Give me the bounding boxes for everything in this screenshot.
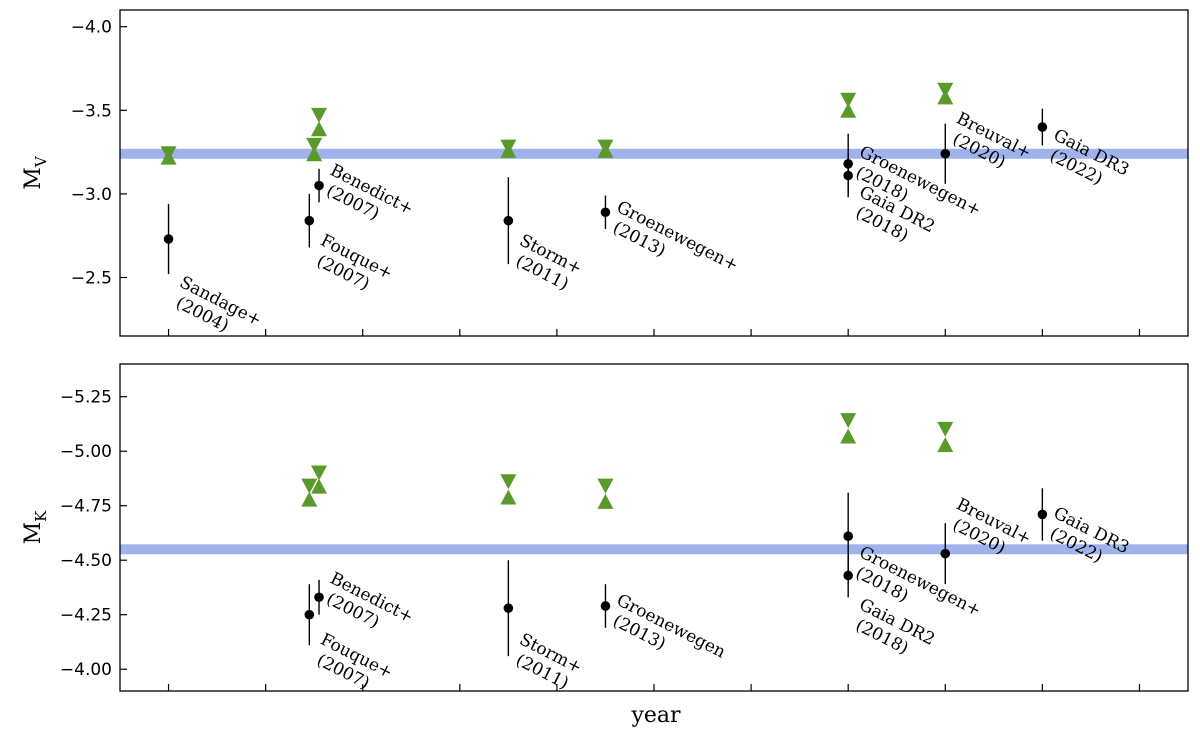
mk-model-triangle-down xyxy=(311,465,328,481)
mk-measurement-point xyxy=(843,531,853,542)
mv-model-triangle-up xyxy=(311,121,328,137)
x-axis-label: year xyxy=(630,703,681,728)
mk-model-triangle-up xyxy=(840,428,857,444)
mv-y-axis-label: MV xyxy=(21,155,50,190)
mv-model-triangle-down xyxy=(311,107,328,123)
mv-measurement-point xyxy=(1037,122,1048,132)
mv-model-triangle-up xyxy=(597,142,614,158)
mv-measurement-point xyxy=(163,234,174,244)
mv-model-triangle-down xyxy=(306,137,323,153)
mv-measurement-point xyxy=(503,215,514,226)
mk-model-triangle-down xyxy=(840,413,857,429)
mk-ytick-label: −4.00 xyxy=(60,660,112,680)
mk-ytick-label: −4.25 xyxy=(60,606,112,626)
mk-annotation: Gaia DR3(2022) xyxy=(1041,503,1132,576)
mv-measurement-point xyxy=(940,148,951,159)
mv-band xyxy=(120,148,1188,159)
mk-band xyxy=(120,544,1188,555)
mv-axes-frame xyxy=(119,9,1189,337)
mk-model-triangle-down xyxy=(937,421,954,437)
mk-measurement-point xyxy=(940,548,951,559)
mv-ytick-label: −3.0 xyxy=(71,185,112,205)
mk-model-triangle-up xyxy=(311,478,328,494)
mv-ytick-label: −2.5 xyxy=(71,268,112,288)
mv-measurement-point xyxy=(304,215,315,226)
mv-annotation: Sandage+(2004) xyxy=(167,272,264,348)
mk-model-triangle-down xyxy=(500,474,517,490)
mk-ytick-label: −5.00 xyxy=(60,442,112,462)
mk-annotation: Fouque+(2007) xyxy=(308,630,396,701)
mk-panel: −5.25 −5.00 −4.75 −4.50 −4.25 −4.00 MK Fouque+(… xyxy=(21,363,1189,701)
mk-measurement-point xyxy=(314,592,324,603)
mk-model-triangle-up xyxy=(597,493,614,509)
mk-annotation: Breuval+(2020) xyxy=(944,495,1034,567)
mv-panel: −4.0 −3.5 −3.0 −2.5 MV Sandage+(2004) Fouque+(… xyxy=(21,9,1189,348)
mv-measurement-point xyxy=(600,207,611,218)
mk-annotation: Storm+(2011) xyxy=(507,630,585,696)
mv-model-triangle-up xyxy=(840,102,857,118)
mv-annotation: Gaia DR3(2022) xyxy=(1041,125,1132,198)
mv-annotation: Groenewegen+(2013) xyxy=(604,197,741,293)
mk-model-triangle-down xyxy=(597,478,614,494)
mv-annotation: Benedict+(2007) xyxy=(318,160,417,237)
mv-model-triangle-up xyxy=(160,149,177,165)
mk-y-axis-label: MK xyxy=(21,510,50,545)
mv-model-triangle-down xyxy=(840,92,857,108)
mk-model-triangle-up xyxy=(500,489,517,505)
mk-model-triangle-up xyxy=(301,491,318,507)
mk-ytick-label: −5.25 xyxy=(60,388,112,408)
mk-measurement-point xyxy=(600,601,611,611)
mk-annotation: Groenewegen(2013) xyxy=(604,590,729,680)
mk-model-triangle-down xyxy=(301,478,318,494)
mk-measurement-point xyxy=(1037,509,1048,520)
mk-measurement-point xyxy=(503,603,514,613)
mv-ytick-label: −3.5 xyxy=(71,101,112,121)
mv-model-triangle-up xyxy=(500,142,517,158)
mk-model-triangle-up xyxy=(937,437,954,453)
mk-ytick-label: −4.75 xyxy=(60,497,112,517)
mv-annotation: Fouque+(2007) xyxy=(308,231,396,302)
mv-ytick-label: −4.0 xyxy=(71,18,112,38)
mv-annotation: Breuval+(2020) xyxy=(944,109,1034,181)
mk-measurement-point xyxy=(843,570,853,581)
mk-measurement-point xyxy=(304,609,315,620)
mv-measurement-point xyxy=(843,170,853,181)
mv-model-triangle-up xyxy=(306,146,323,162)
mv-annotation: Storm+(2011) xyxy=(507,231,585,297)
mk-ytick-label: −4.50 xyxy=(60,551,112,571)
mv-measurement-point xyxy=(314,180,324,191)
mv-model-triangle-up xyxy=(937,89,954,105)
mk-annotation: Gaia DR2(2018) xyxy=(847,595,938,668)
